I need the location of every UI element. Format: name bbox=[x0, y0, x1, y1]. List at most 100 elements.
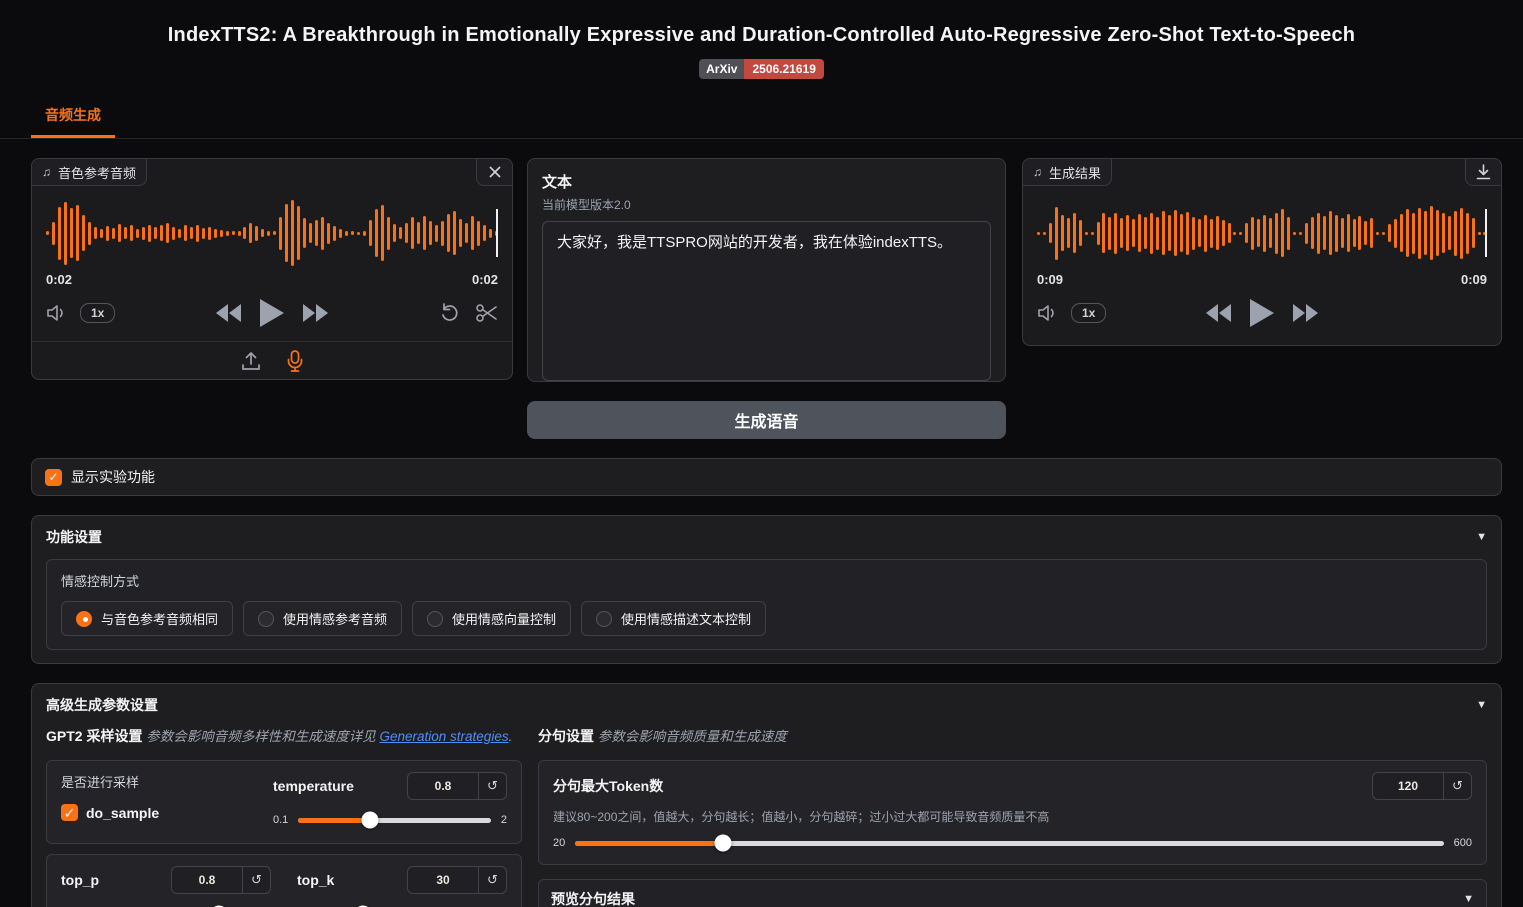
download-audio-button[interactable] bbox=[1465, 159, 1501, 186]
volume-icon[interactable] bbox=[1037, 304, 1059, 322]
waveform-bar bbox=[87, 221, 91, 245]
reset-icon[interactable]: ↺ bbox=[242, 867, 270, 893]
emotion-control-option-0[interactable]: 与音色参考音频相同 bbox=[61, 601, 234, 636]
waveform-bar bbox=[1400, 214, 1404, 252]
waveform-bar bbox=[1126, 215, 1130, 251]
do-sample-checkbox[interactable]: ✓ bbox=[61, 804, 78, 821]
tab-audio-generation[interactable]: 音频生成 bbox=[31, 97, 115, 138]
generation-strategies-link[interactable]: Generation strategies bbox=[379, 729, 509, 744]
radio-label: 使用情感向量控制 bbox=[452, 612, 557, 627]
clear-audio-button[interactable] bbox=[476, 159, 512, 186]
top-p-k-group-box: top_p ↺ 0 1 bbox=[46, 854, 522, 907]
emotion-control-radio-group: 与音色参考音频相同 使用情感参考音频 使用情感向量控制 使用情感描述文本控制 bbox=[61, 601, 1472, 636]
text-input-panel: 文本 当前模型版本2.0 大家好，我是TTSPRO网站的开发者，我在体验inde… bbox=[527, 158, 1006, 382]
upload-icon[interactable] bbox=[241, 351, 261, 371]
waveform-bar bbox=[105, 225, 109, 241]
page-header: IndexTTS2: A Breakthrough in Emotionally… bbox=[0, 0, 1523, 79]
top-p-number-input: ↺ bbox=[171, 866, 271, 894]
slider-thumb[interactable] bbox=[210, 905, 228, 907]
show-experimental-row[interactable]: ✓ 显示实验功能 bbox=[31, 458, 1502, 496]
reset-icon[interactable]: ↺ bbox=[478, 773, 506, 799]
playhead-cursor[interactable] bbox=[1485, 209, 1487, 257]
waveform-bar bbox=[1281, 209, 1285, 257]
waveform-bar bbox=[1441, 213, 1445, 253]
reset-icon[interactable]: ↺ bbox=[1443, 773, 1471, 799]
waveform-bar bbox=[183, 225, 187, 241]
playback-speed-button[interactable]: 1x bbox=[1071, 303, 1107, 323]
rewind-icon[interactable] bbox=[1206, 304, 1232, 322]
waveform-bar bbox=[1120, 218, 1124, 248]
waveform-bar bbox=[93, 227, 97, 239]
waveform-bar bbox=[1108, 216, 1112, 250]
fast-forward-icon[interactable] bbox=[302, 304, 328, 322]
slider-thumb[interactable] bbox=[354, 905, 372, 907]
reference-audio-label-tag: ♫ 音色参考音频 bbox=[32, 159, 148, 186]
waveform-bar bbox=[1203, 214, 1207, 252]
play-icon[interactable] bbox=[1250, 299, 1274, 327]
playhead-cursor[interactable] bbox=[496, 209, 498, 257]
waveform-bar bbox=[1054, 206, 1058, 260]
temperature-value[interactable] bbox=[408, 779, 478, 793]
result-waveform[interactable] bbox=[1037, 200, 1487, 266]
waveform-bar bbox=[1412, 212, 1416, 254]
tts-text-input[interactable]: 大家好，我是TTSPRO网站的开发者，我在体验indexTTS。 bbox=[542, 221, 991, 381]
feature-settings-header[interactable]: 功能设置 ▼ bbox=[46, 527, 1487, 547]
max-tokens-value[interactable] bbox=[1373, 779, 1443, 793]
waveform-bar bbox=[1477, 231, 1481, 235]
max-tokens-slider[interactable] bbox=[575, 834, 1444, 852]
waveform-bar bbox=[1167, 215, 1171, 251]
slider-thumb[interactable] bbox=[361, 811, 379, 829]
current-time: 0:02 bbox=[46, 272, 73, 287]
waveform-bar bbox=[452, 211, 456, 255]
volume-icon[interactable] bbox=[46, 304, 68, 322]
waveform-bar bbox=[1084, 231, 1088, 235]
emotion-control-option-3[interactable]: 使用情感描述文本控制 bbox=[581, 601, 767, 636]
segmentation-heading: 分句设置 参数会影响音频质量和生成速度 bbox=[538, 725, 1487, 746]
reference-waveform[interactable] bbox=[46, 200, 498, 266]
radio-label: 使用情感参考音频 bbox=[283, 612, 388, 627]
waveform-bar bbox=[159, 225, 163, 241]
waveform-bar bbox=[249, 223, 253, 243]
experimental-checkbox[interactable]: ✓ bbox=[45, 468, 62, 486]
waveform-bar bbox=[1471, 218, 1475, 248]
waveform-bar bbox=[99, 228, 103, 238]
waveform-bar bbox=[189, 227, 193, 239]
microphone-icon[interactable] bbox=[287, 349, 303, 372]
waveform-bar bbox=[470, 216, 474, 250]
waveform-bar bbox=[165, 223, 169, 243]
slider-thumb[interactable] bbox=[714, 834, 732, 852]
undo-trim-icon[interactable] bbox=[440, 303, 460, 323]
waveform-bar bbox=[1358, 216, 1362, 250]
waveform-bar bbox=[1298, 231, 1302, 235]
rewind-icon[interactable] bbox=[216, 304, 242, 322]
slider-min-label: 20 bbox=[553, 837, 566, 849]
waveform-bar bbox=[405, 223, 409, 243]
emotion-control-option-1[interactable]: 使用情感参考音频 bbox=[243, 601, 403, 636]
do-sample-row[interactable]: ✓ do_sample bbox=[61, 804, 273, 821]
waveform-bar bbox=[1435, 210, 1439, 256]
waveform-bar bbox=[1364, 221, 1368, 245]
arxiv-badge[interactable]: ArXiv 2506.21619 bbox=[699, 59, 824, 79]
temperature-slider[interactable] bbox=[298, 811, 491, 829]
advanced-params-header[interactable]: 高级生成参数设置 ▼ bbox=[46, 695, 1487, 715]
reset-icon[interactable]: ↺ bbox=[478, 867, 506, 893]
waveform-bar bbox=[153, 227, 157, 239]
top-k-value[interactable] bbox=[408, 873, 478, 887]
do-sample-label: do_sample bbox=[86, 804, 160, 821]
fast-forward-icon[interactable] bbox=[1292, 304, 1318, 322]
waveform-bar bbox=[1185, 211, 1189, 255]
emotion-control-label: 情感控制方式 bbox=[61, 574, 140, 589]
scissors-trim-icon[interactable] bbox=[476, 303, 498, 323]
waveform-bar bbox=[315, 220, 319, 246]
waveform-bar bbox=[1376, 231, 1380, 235]
radio-icon bbox=[427, 610, 444, 627]
waveform-bar bbox=[434, 224, 438, 242]
check-icon: ✓ bbox=[48, 470, 59, 484]
top-p-value[interactable] bbox=[172, 873, 242, 887]
play-icon[interactable] bbox=[260, 299, 284, 327]
slider-max-label: 2 bbox=[500, 814, 507, 826]
generate-speech-button[interactable]: 生成语音 bbox=[527, 401, 1006, 439]
emotion-control-option-2[interactable]: 使用情感向量控制 bbox=[412, 601, 572, 636]
preview-segments-header[interactable]: 预览分句结果 ▼ bbox=[551, 889, 1474, 907]
playback-speed-button[interactable]: 1x bbox=[80, 303, 116, 323]
